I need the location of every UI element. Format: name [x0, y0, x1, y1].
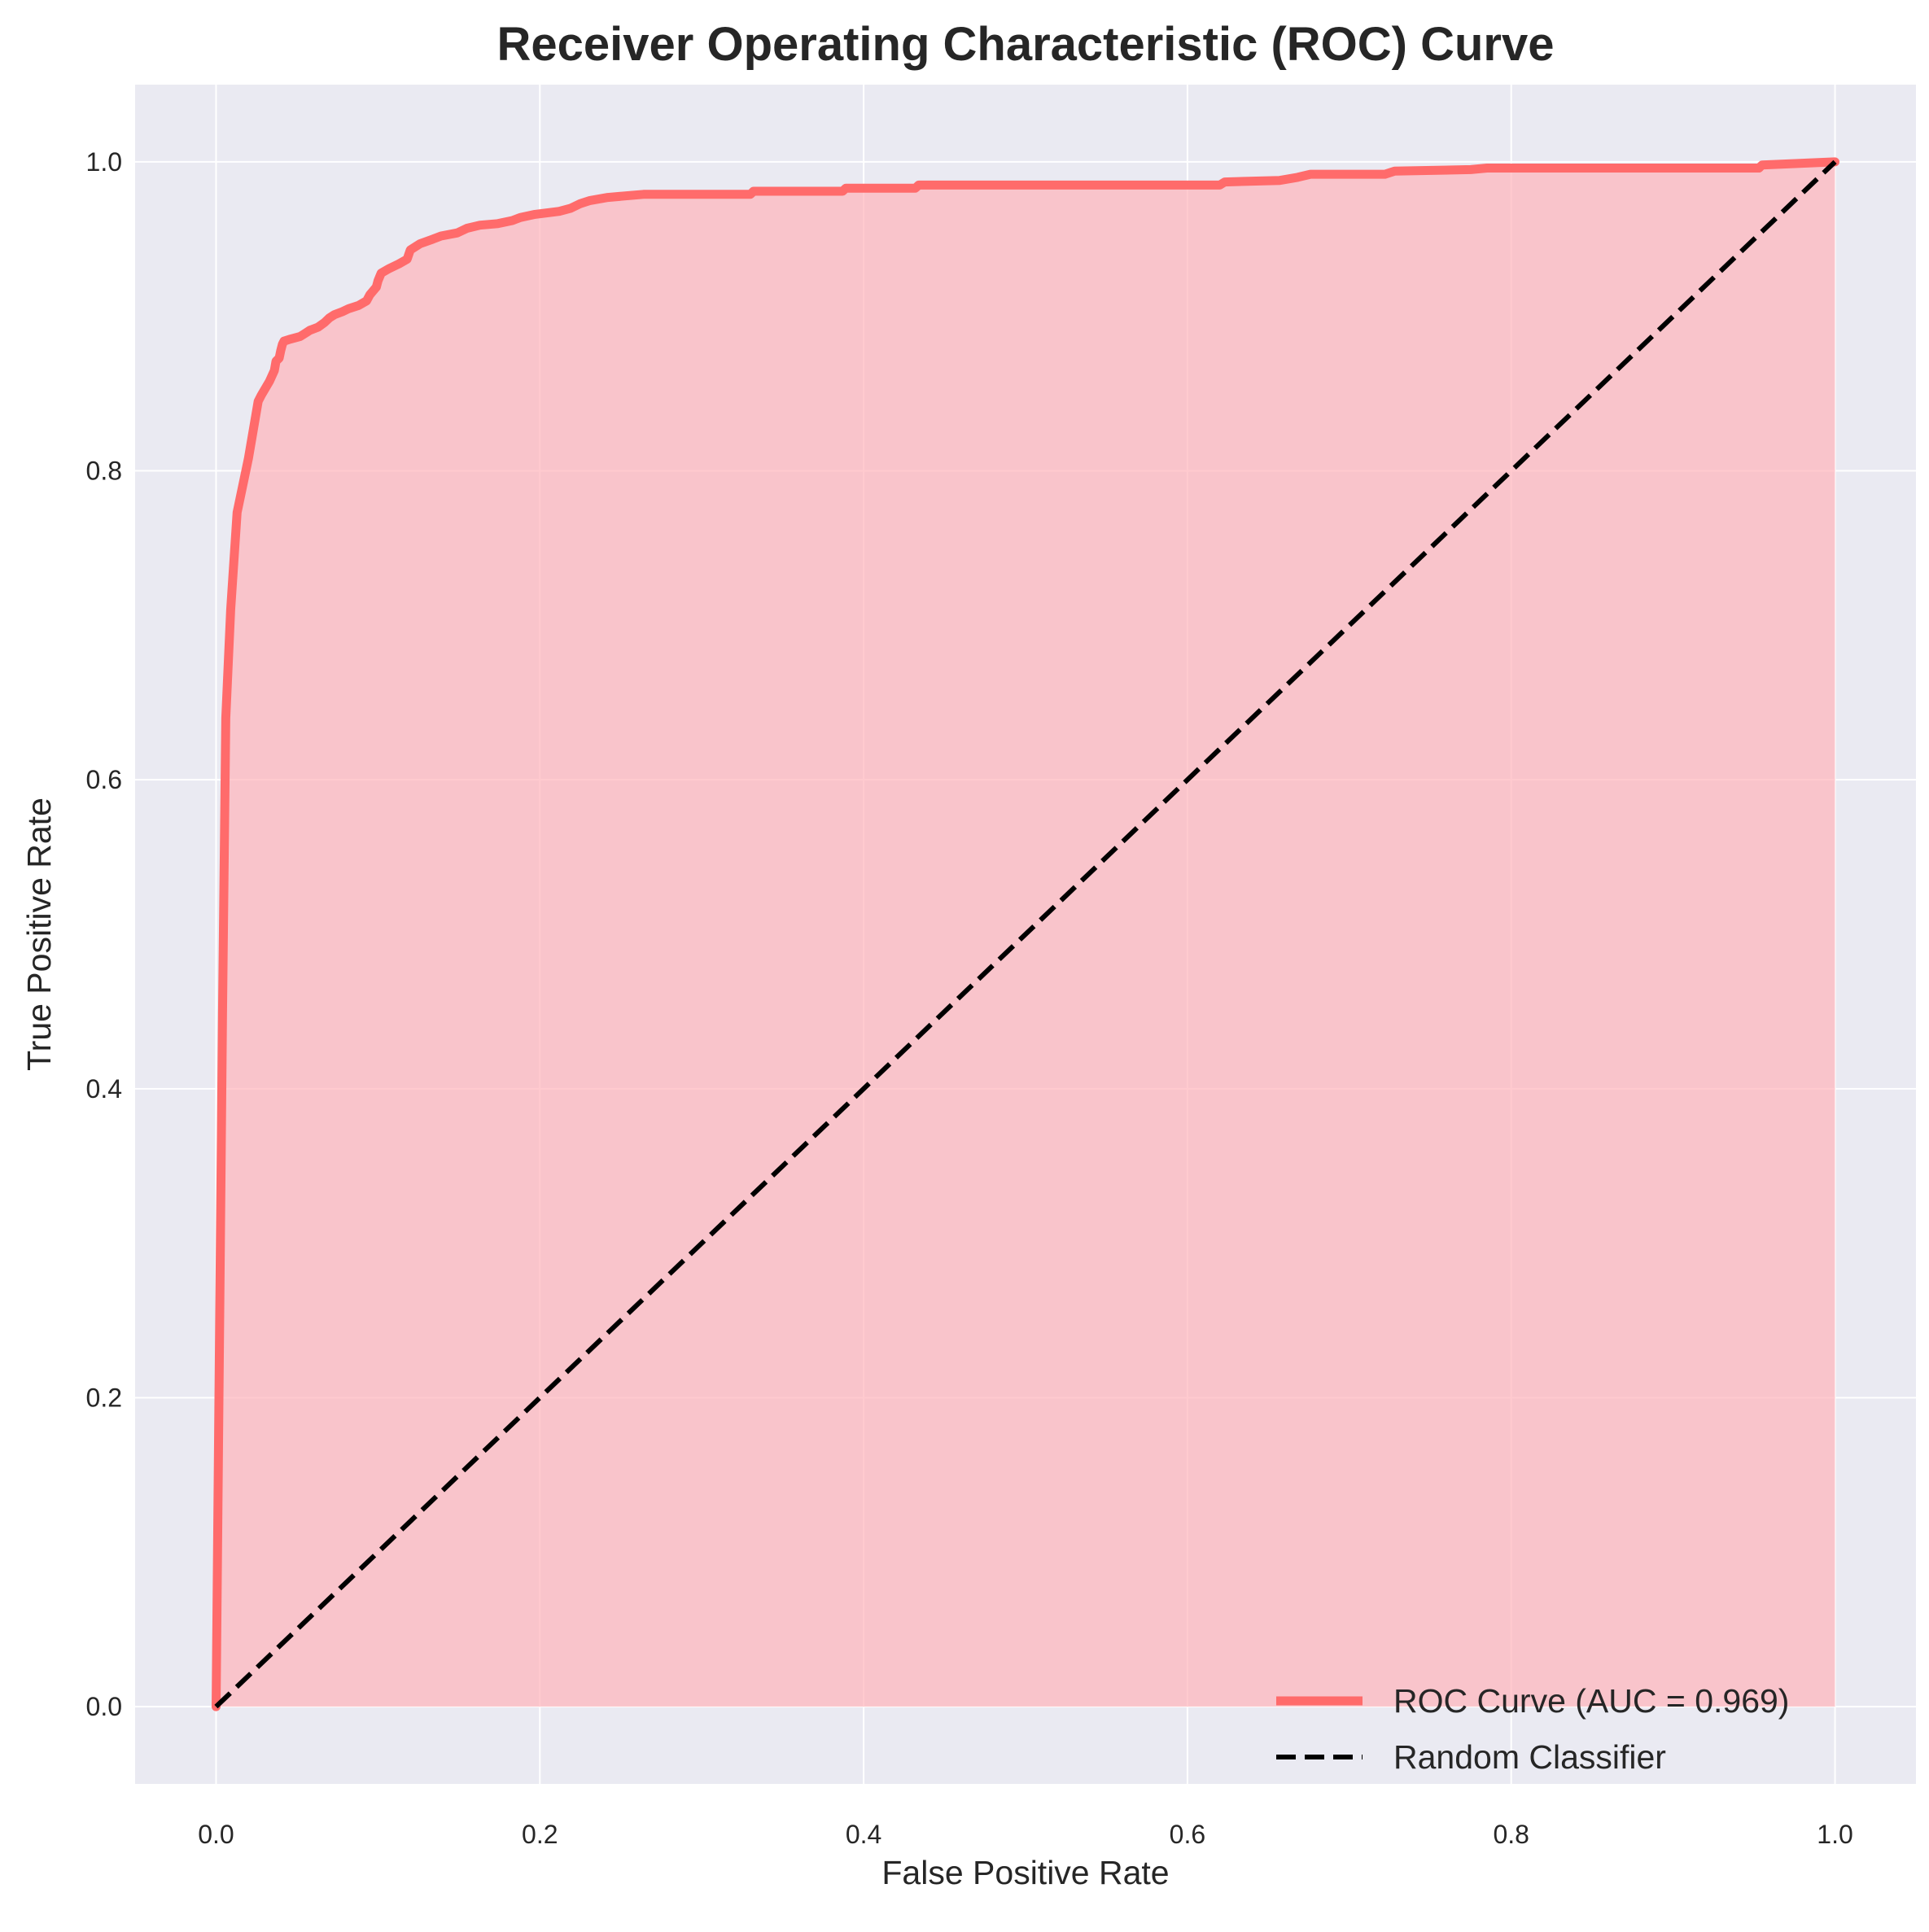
tick-labels: 0.0 0.2 0.4 0.6 0.8 1.0 0.0 0.2 0.4 0.6 0.8 1.0 [86, 147, 1853, 1849]
y-tick-label: 0.2 [86, 1383, 122, 1412]
x-tick-label: 0.4 [846, 1820, 881, 1849]
x-tick-label: 0.2 [522, 1820, 558, 1849]
data-layer [212, 157, 1839, 1711]
chart-title: Receiver Operating Characteristic (ROC) … [497, 18, 1555, 71]
y-tick-label: 0.4 [86, 1074, 122, 1104]
y-axis-label: True Positive Rate [20, 798, 58, 1071]
x-tick-label: 1.0 [1817, 1820, 1852, 1849]
roc-curve-line [212, 157, 1839, 1711]
x-tick-label: 0.0 [198, 1820, 234, 1849]
x-tick-label: 0.8 [1493, 1820, 1529, 1849]
y-tick-label: 0.6 [86, 765, 122, 794]
y-tick-label: 1.0 [86, 147, 122, 177]
y-tick-label: 0.0 [86, 1692, 122, 1721]
legend-label-random: Random Classifier [1393, 1738, 1666, 1776]
legend: ROC Curve (AUC = 0.969) Random Classifie… [1276, 1682, 1789, 1776]
legend-label-roc: ROC Curve (AUC = 0.969) [1393, 1682, 1789, 1720]
x-axis-label: False Positive Rate [881, 1854, 1169, 1891]
random-classifier-line [214, 160, 1837, 1709]
x-tick-label: 0.6 [1170, 1820, 1205, 1849]
y-tick-label: 0.8 [86, 457, 122, 486]
